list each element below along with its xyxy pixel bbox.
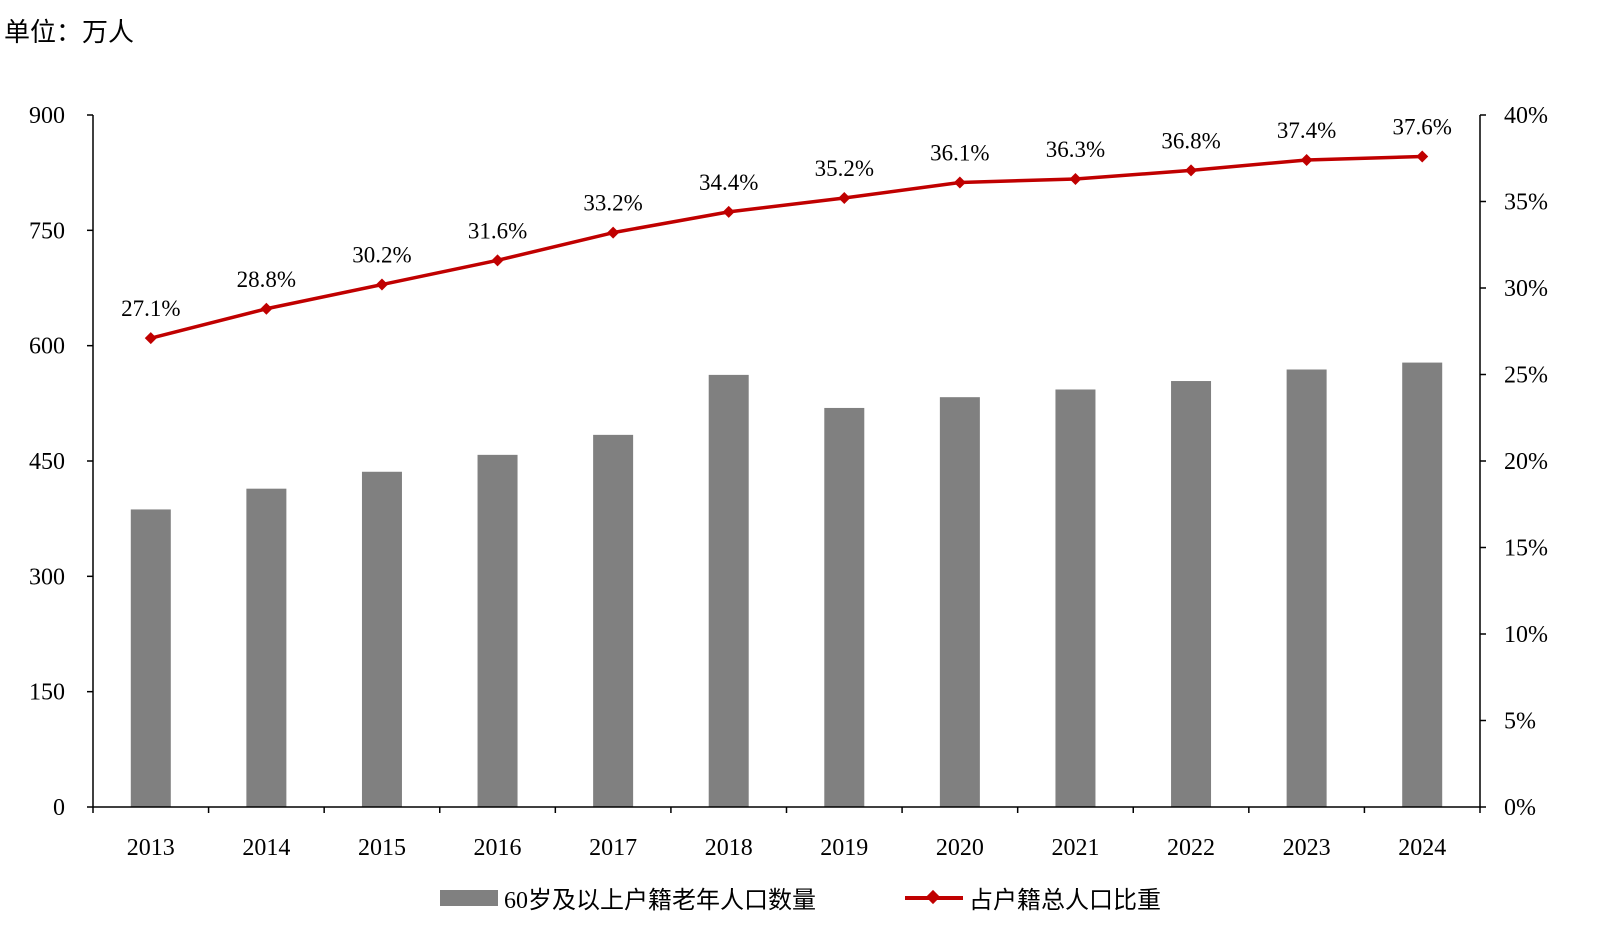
unit-label: 单位：万人 [4,18,135,47]
y-right-tick-label: 40% [1504,103,1548,129]
x-tick-label: 2018 [705,835,753,861]
x-tick-label: 2013 [127,835,175,861]
line-series [150,154,1423,340]
line-marker [375,278,388,291]
bar [1402,362,1443,807]
x-tick-label: 2019 [820,835,868,861]
line-marker [1300,153,1313,166]
y-right-tick-label: 35% [1504,190,1548,216]
data-label: 31.6% [468,218,527,243]
chart: 0 150 300 450 600 750 900 0% 5% 10% 15% 20% 25% 30% 35… [29,103,1548,861]
legend-label-line: 占户籍总人口比重 [969,888,1161,914]
bar [824,407,865,807]
line-marker [491,254,504,267]
y-right-tick-label: 25% [1504,363,1548,389]
bar [1171,381,1212,807]
line-marker [1416,150,1429,163]
y-left-tick-label: 900 [29,103,65,129]
bar [1055,389,1096,807]
bar [130,509,171,807]
data-label: 37.6% [1392,115,1451,140]
data-label: 35.2% [815,156,874,181]
x-tick-label: 2023 [1283,835,1331,861]
legend-swatch-bar [440,889,498,906]
legend-item-line: 占户籍总人口比重 [905,880,1161,915]
line-marker [607,226,620,239]
bar [361,471,402,807]
data-label: 36.8% [1161,128,1220,153]
y-right-tick-label: 0% [1504,795,1536,821]
data-label: 34.4% [699,170,758,195]
y-right-tick-label: 20% [1504,449,1548,475]
bar [939,397,980,807]
x-tick-label: 2016 [474,835,522,861]
y-left-tick-label: 0 [53,795,65,821]
line-marker [953,176,966,189]
x-tick-label: 2014 [242,835,290,861]
line-marker [722,205,735,218]
bar [593,434,634,807]
data-label: 33.2% [583,191,642,216]
y-left-tick-label: 150 [29,680,65,706]
x-tick-label: 2021 [1051,835,1099,861]
data-label: 28.8% [237,267,296,292]
x-tick-label: 2015 [358,835,406,861]
line-marker [838,192,851,205]
bar [477,454,518,807]
data-label: 36.3% [1046,137,1105,162]
x-tick-label: 2017 [589,835,637,861]
data-label: 36.1% [930,140,989,165]
legend-label-bar: 60岁及以上户籍老年人口数量 [504,888,816,914]
line-marker [1069,173,1082,186]
line-marker [144,332,157,345]
legend: 60岁及以上户籍老年人口数量 占户籍总人口比重 [0,880,1600,920]
bar [708,374,749,807]
x-tick-label: 2022 [1167,835,1215,861]
y-left-tick-label: 600 [29,334,65,360]
data-label: 30.2% [352,243,411,268]
x-tick-label: 2020 [936,835,984,861]
line-marker [260,302,273,315]
y-right-tick-label: 30% [1504,276,1548,302]
line-marker [1185,164,1198,177]
y-left-tick-label: 450 [29,449,65,475]
y-left-tick-label: 750 [29,218,65,244]
x-tick-label: 2024 [1398,835,1446,861]
y-left-tick-label: 300 [29,564,65,590]
bar [1286,369,1327,807]
legend-swatch-line [905,890,963,906]
y-right-tick-label: 15% [1504,536,1548,562]
data-label: 37.4% [1277,118,1336,143]
legend-item-bar: 60岁及以上户籍老年人口数量 [440,880,816,915]
y-right-tick-label: 5% [1504,709,1536,735]
y-right-tick-label: 10% [1504,622,1548,648]
bar [246,488,287,807]
data-label: 27.1% [121,296,180,321]
